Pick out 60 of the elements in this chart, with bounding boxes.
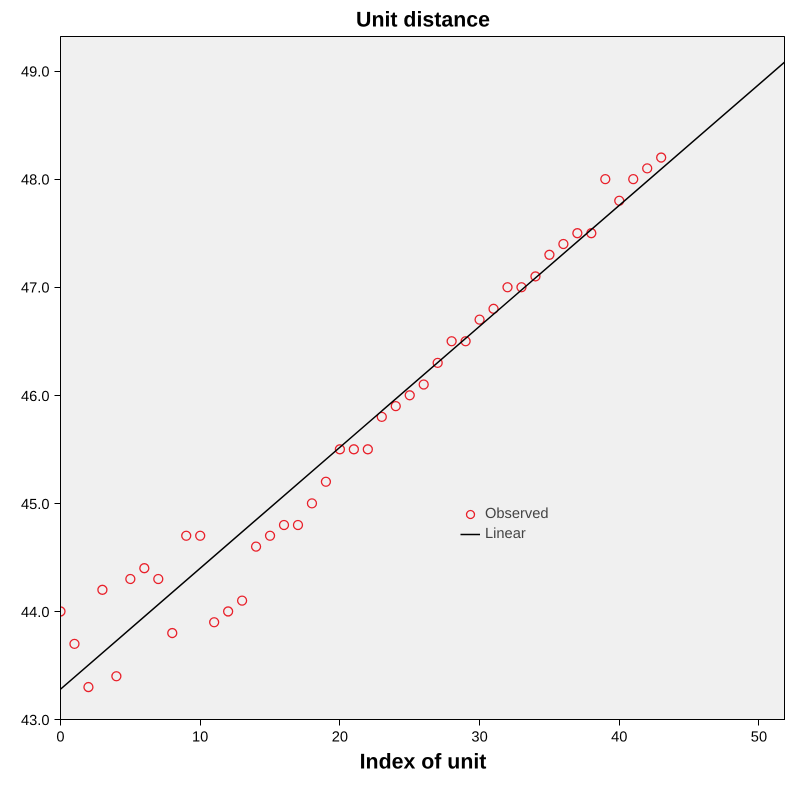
y-tick-label: 47.0 (20, 280, 50, 297)
y-tick-label: 44.0 (20, 604, 50, 621)
point (390, 400, 401, 412)
point (278, 520, 290, 530)
x-tick-label: 20 (332, 730, 348, 746)
point (222, 606, 234, 617)
point (236, 595, 248, 606)
point (572, 228, 583, 238)
x-tick-label: 50 (750, 730, 768, 746)
point (348, 444, 360, 454)
y-tick-label: 48.0 (20, 172, 50, 189)
point (586, 228, 596, 238)
point (167, 628, 178, 638)
point (418, 379, 429, 390)
point (125, 574, 136, 584)
point (362, 444, 373, 454)
x-tick-label: 0 (56, 730, 65, 746)
y-tick-label: 46.0 (20, 388, 50, 405)
point (306, 498, 318, 508)
point (474, 314, 485, 325)
point (250, 541, 262, 552)
legend-label: Observed (485, 506, 549, 522)
point (404, 390, 415, 400)
point (195, 530, 206, 541)
chart-title: Unit distance (356, 8, 490, 32)
point (111, 671, 122, 682)
y-tick-label: 43.0 (20, 713, 50, 729)
point (516, 282, 527, 292)
point (264, 530, 276, 541)
point (642, 163, 652, 174)
point (488, 304, 499, 314)
point (334, 444, 346, 454)
point (614, 196, 624, 206)
y-tick-label: 45.0 (20, 496, 50, 513)
point (292, 520, 304, 530)
point (432, 358, 443, 368)
point (502, 282, 513, 292)
x-axis-title: Index of unit (360, 750, 486, 774)
point (139, 563, 150, 574)
point (97, 584, 108, 595)
point (376, 412, 387, 422)
point (320, 476, 332, 487)
point (83, 682, 94, 692)
point (209, 617, 220, 628)
point (628, 174, 638, 184)
legend-label: Linear (485, 526, 526, 542)
x-tick-label: 30 (471, 730, 488, 746)
point (544, 250, 555, 260)
point (530, 271, 541, 282)
point (69, 638, 80, 649)
point (153, 574, 164, 584)
x-tick-label: 40 (611, 730, 628, 746)
point (600, 174, 610, 184)
point (446, 336, 457, 346)
point (558, 238, 569, 250)
point (181, 530, 192, 541)
point (656, 152, 666, 163)
x-tick-label: 10 (192, 730, 208, 746)
y-tick-label: 49.0 (20, 64, 50, 81)
point (460, 336, 471, 346)
